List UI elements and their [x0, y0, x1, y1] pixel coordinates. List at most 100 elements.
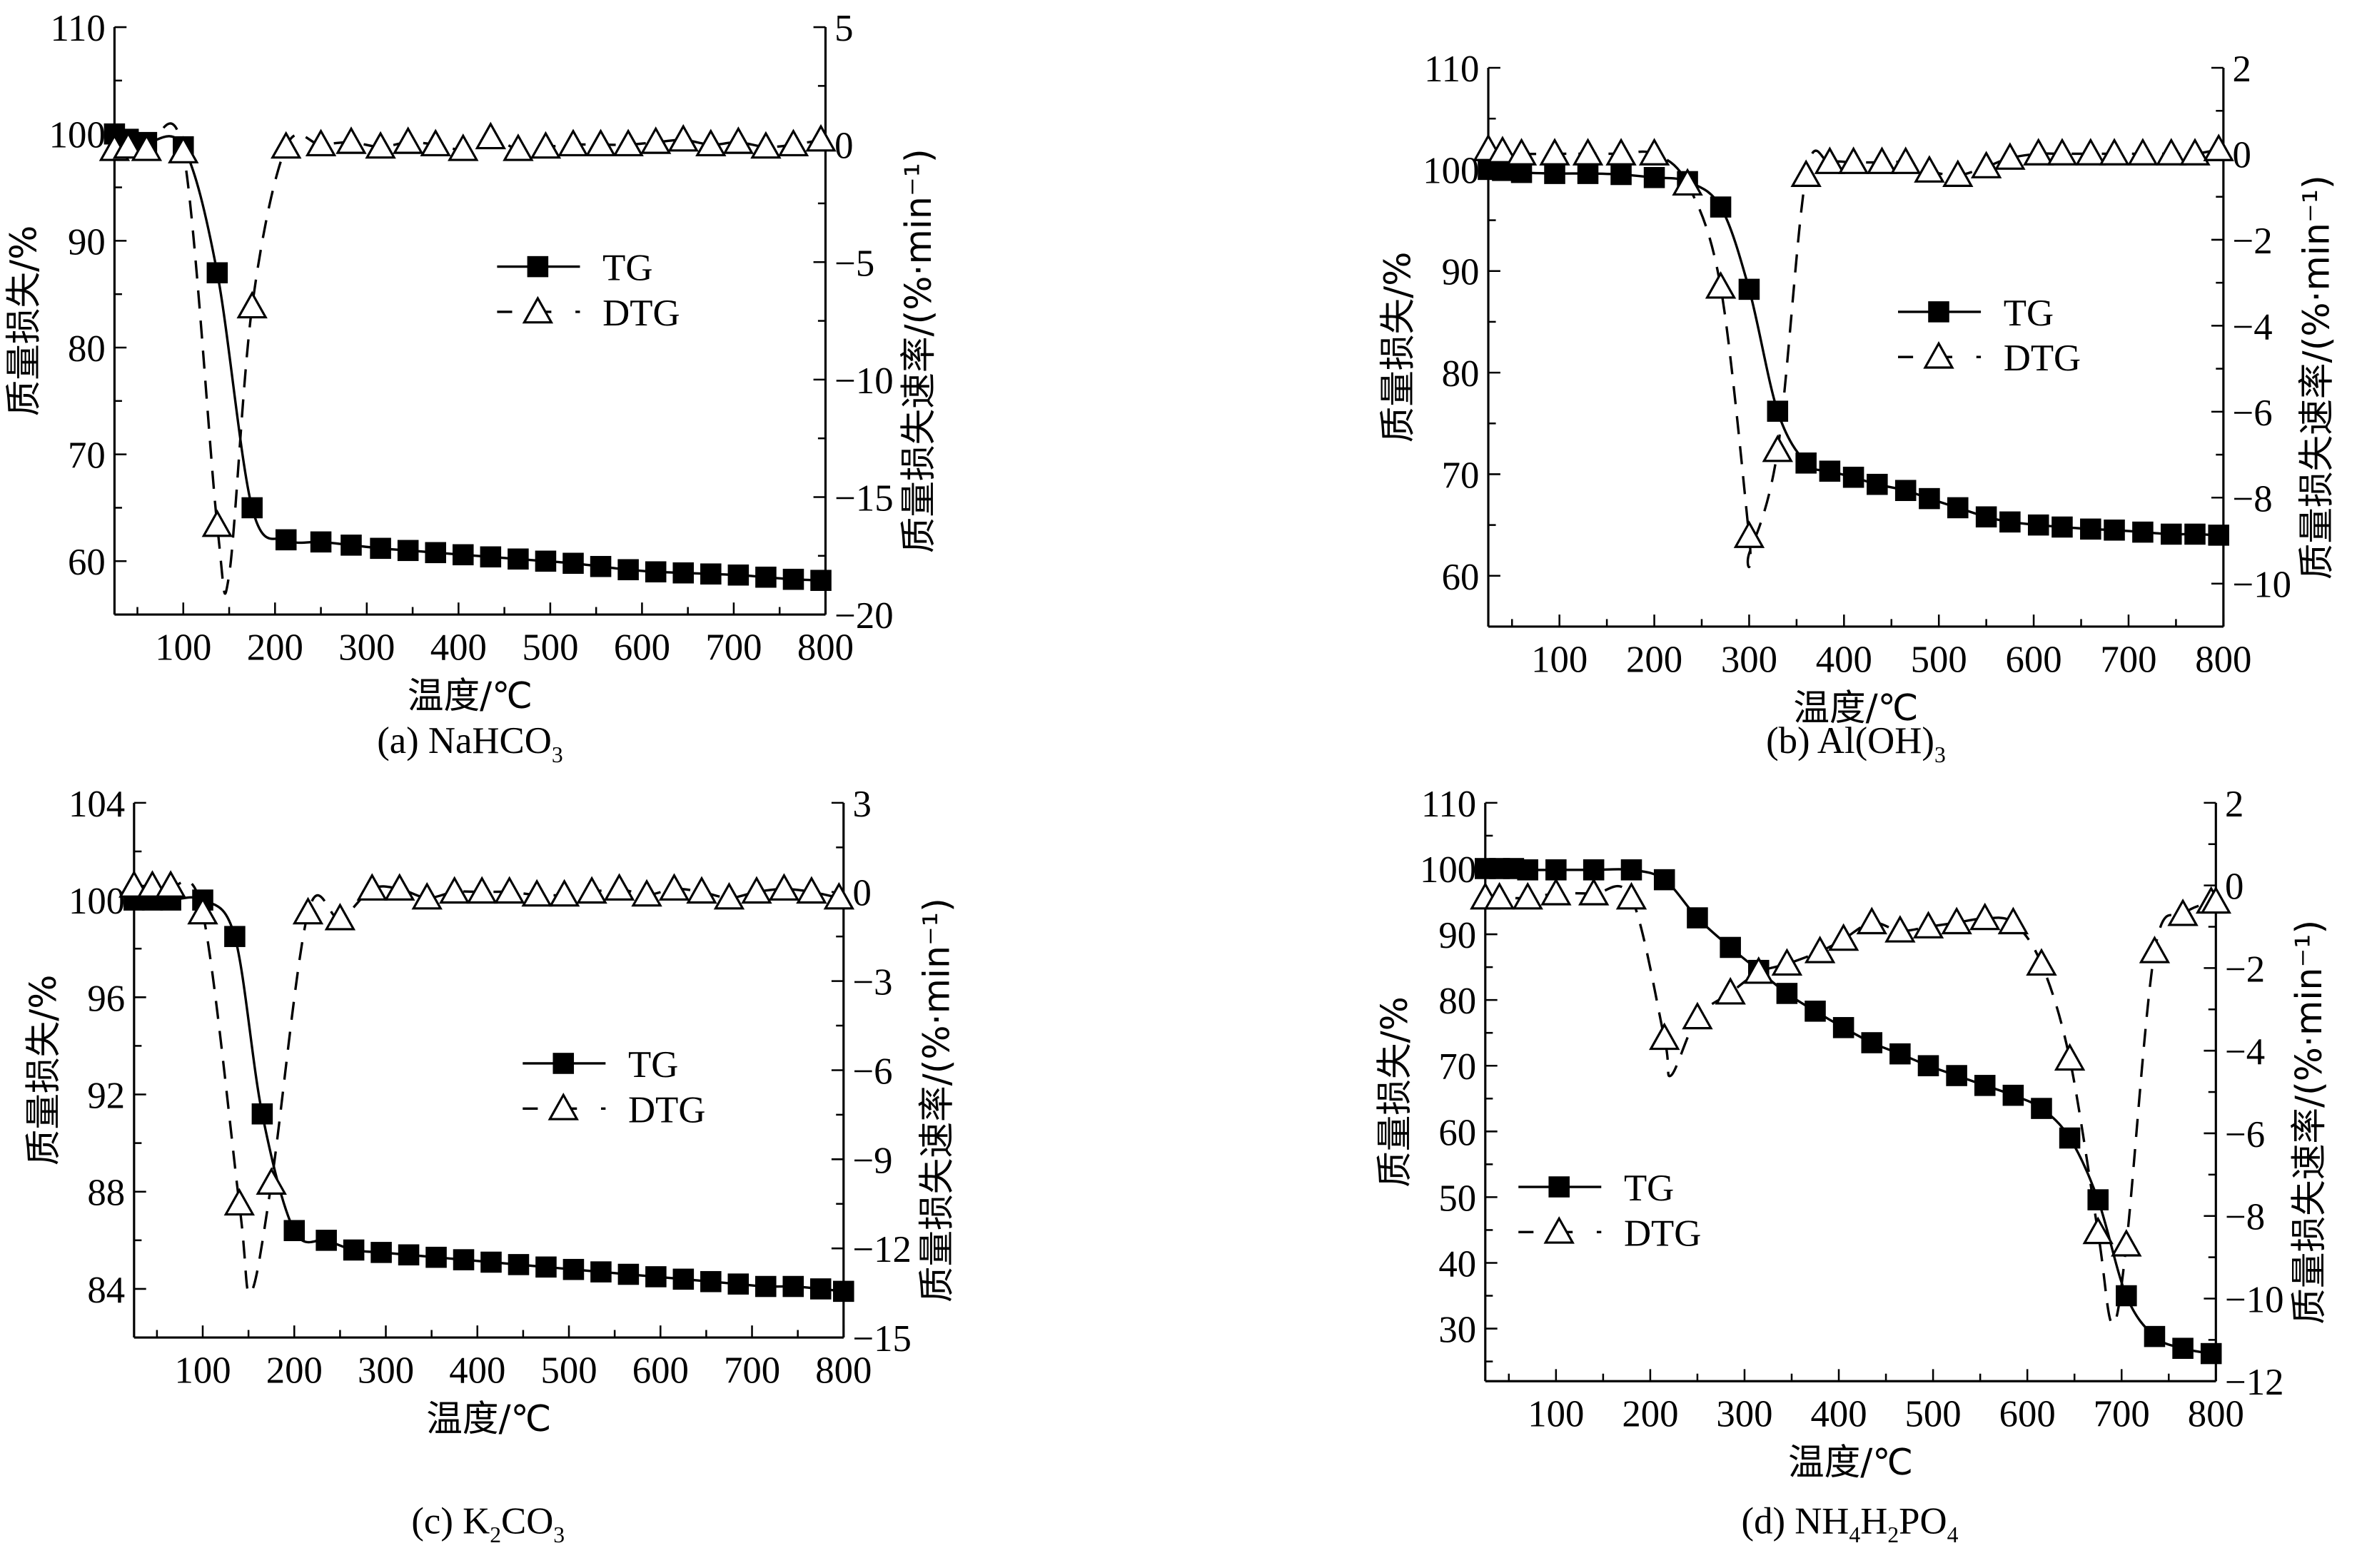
dtg-point	[256, 1167, 287, 1195]
tg-point	[508, 548, 529, 570]
y-tick-label: 80	[1442, 353, 1480, 395]
dtg-point	[686, 876, 717, 904]
y-axis-label: 质量损失/%	[3, 226, 45, 417]
y2-axis-label: 质量损失速率/(%·min⁻¹)	[2288, 920, 2330, 1325]
y-tick-label: 90	[1442, 252, 1480, 293]
caption-text: (d) NH	[1742, 1500, 1849, 1542]
tg-point	[340, 535, 362, 556]
y2-tick-label: −10	[2233, 565, 2292, 606]
dtg-point	[1615, 881, 1647, 910]
y-tick-label: 100	[1423, 150, 1479, 191]
dtg-point	[411, 881, 443, 910]
dtg-point	[805, 123, 837, 152]
dtg-point	[439, 876, 470, 904]
dtg-point	[1814, 146, 1846, 174]
y-axis-label: 质量损失/%	[1376, 252, 1418, 443]
tg-point	[2104, 519, 2125, 541]
tg-point	[241, 497, 263, 519]
y-tick-label: 96	[87, 978, 125, 1019]
tg-point	[535, 550, 557, 572]
dtg-line	[114, 122, 822, 595]
tg-point	[2027, 514, 2049, 536]
legend-tg-label: TG	[602, 248, 652, 289]
x-tick-label: 600	[1999, 1394, 2056, 1435]
tg-point	[251, 1103, 273, 1125]
tg-point	[1946, 1065, 1967, 1086]
tg-point	[645, 1266, 667, 1288]
tg-point	[645, 561, 667, 583]
tg-point	[2160, 523, 2182, 545]
y2-axis-label: 质量损失速率/(%·min⁻¹)	[916, 898, 958, 1303]
x-tick-label: 700	[724, 1350, 780, 1391]
legend-dtg-marker	[547, 1093, 579, 1121]
dtg-point	[750, 131, 782, 159]
dtg-point	[2111, 1229, 2142, 1257]
caption-text: (b) Al(OH)	[1766, 720, 1934, 762]
tg-point	[2208, 525, 2229, 546]
dtg-point	[2075, 138, 2106, 166]
chart-caption: (c) K2CO3	[411, 1500, 565, 1547]
tg-point	[2200, 1342, 2222, 1365]
y-tick-label: 40	[1438, 1243, 1476, 1285]
dtg-point	[2099, 138, 2130, 166]
tg-point	[833, 1280, 854, 1303]
dtg-point	[1994, 142, 2026, 170]
dtg-point	[1827, 923, 1859, 951]
x-tick-label: 600	[2006, 639, 2062, 680]
tg-point	[310, 531, 332, 553]
y-axis-label: 质量损失/%	[1373, 996, 1415, 1188]
x-tick-label: 800	[2188, 1394, 2244, 1435]
x-tick-label: 300	[338, 627, 395, 668]
x-tick-label: 500	[522, 627, 578, 668]
dtg-point	[2023, 138, 2054, 166]
dtg-point	[1889, 146, 1922, 174]
x-tick-label: 400	[430, 627, 487, 668]
tg-point	[535, 1256, 557, 1278]
tg-point	[590, 1261, 612, 1283]
x-tick-label: 300	[1716, 1394, 1772, 1435]
tg-point	[617, 559, 639, 581]
legend-dtg-marker	[1923, 340, 1954, 369]
tg-point	[617, 1263, 640, 1285]
dtg-point	[236, 290, 268, 319]
dtg-point	[585, 128, 617, 157]
x-tick-label: 200	[266, 1350, 323, 1391]
tg-point	[508, 1254, 530, 1275]
x-tick-label: 500	[540, 1350, 597, 1391]
y2-tick-label: −9	[852, 1140, 892, 1181]
y-tick-label: 90	[1438, 915, 1476, 956]
y-tick-label: 88	[87, 1173, 125, 1214]
dtg-point	[777, 128, 809, 157]
legend-tg-marker	[1928, 301, 1949, 323]
x-tick-label: 400	[449, 1350, 505, 1391]
y2-tick-label: −10	[834, 360, 894, 402]
dtg-point	[356, 873, 388, 901]
tg-point	[2172, 1337, 2194, 1359]
dtg-point	[1605, 138, 1637, 166]
dtg-point	[612, 128, 644, 157]
tg-point	[1947, 497, 1969, 519]
dtg-point	[2167, 898, 2199, 926]
y-tick-label: 104	[69, 784, 125, 825]
dtg-point	[1638, 138, 1670, 166]
dtg-point	[292, 896, 324, 925]
tg-point	[700, 563, 722, 585]
dtg-point	[722, 126, 754, 154]
dtg-point	[305, 128, 337, 157]
tg-point	[224, 926, 246, 947]
x-tick-label: 700	[2100, 639, 2156, 680]
dtg-point	[557, 128, 589, 157]
y2-tick-label: −8	[2233, 478, 2273, 520]
dtg-point	[420, 128, 451, 157]
y2-tick-label: −4	[2233, 306, 2273, 348]
y-tick-label: 90	[68, 221, 106, 263]
tg-point	[782, 1275, 804, 1298]
y-tick-label: 110	[1421, 784, 1476, 825]
x-tick-label: 200	[1622, 1394, 1678, 1435]
x-axis-label: 温度/℃	[408, 674, 533, 717]
dtg-point	[168, 136, 199, 163]
caption-subscript: 2	[1887, 1522, 1899, 1547]
x-axis-label: 温度/℃	[1788, 1441, 1913, 1483]
dtg-point	[1837, 146, 1869, 174]
